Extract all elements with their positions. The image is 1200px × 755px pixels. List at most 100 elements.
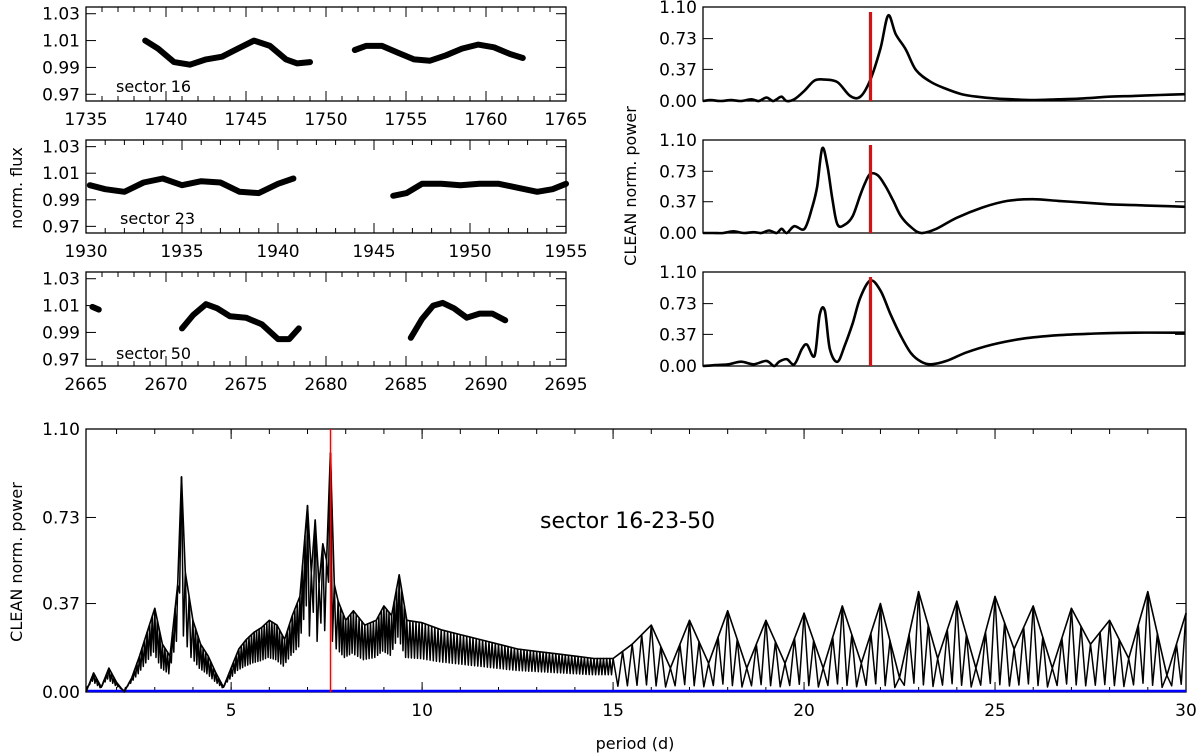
flux-point (440, 300, 446, 306)
power-spectrum-oscillation (260, 620, 271, 661)
flux-point (102, 186, 108, 192)
power-spectrum-oscillation (841, 605, 863, 688)
power-spectrum-oscillation (291, 596, 301, 654)
y-tick-label: 0.97 (42, 85, 80, 105)
power-spectrum-oscillation (333, 584, 339, 650)
light-curve-panel-sector-16: 0.97 0.99 1.01 1.03 1735 1740 1745 1750 1755 1760… (42, 5, 587, 130)
flux-point (87, 182, 93, 188)
power-spectrum-oscillation (726, 610, 748, 688)
flux-point (404, 190, 410, 196)
flux-point (142, 38, 148, 44)
x-tick-label: 30 (1175, 701, 1197, 721)
power-spectrum-oscillation (1032, 605, 1054, 688)
flux-point (190, 312, 196, 318)
flux-point (459, 46, 465, 52)
flux-point (430, 303, 436, 309)
power-spectrum-line (703, 146, 1186, 235)
power-spectrum-oscillation (860, 603, 882, 687)
power-spectrum-oscillation (85, 672, 95, 693)
power-spectrum-oscillation (406, 620, 423, 660)
y-tick-label: 0.97 (42, 350, 80, 370)
power-spectrum-oscillation (1013, 605, 1034, 686)
power-spectrum-oscillation (364, 620, 378, 660)
power-spectrum-oscillation (803, 613, 824, 688)
y-tick-label: 0.73 (659, 162, 697, 182)
x-tick-label: 1755 (384, 110, 427, 130)
y-tick-label: 0.00 (659, 224, 697, 244)
power-spectrum-oscillation (325, 452, 332, 583)
power-spectrum-oscillation (650, 625, 672, 688)
power-spectrum-oscillation (398, 574, 408, 659)
y-tick-label: 0.00 (42, 683, 80, 703)
flux-point (198, 178, 204, 184)
flux-point (267, 43, 273, 49)
flux-point (477, 311, 483, 317)
power-spectrum-line (702, 14, 1186, 103)
power-spectrum-oscillation (180, 476, 187, 637)
power-spectrum-oscillation (975, 596, 996, 686)
flux-point (171, 59, 177, 65)
power-spectrum-oscillation (1051, 608, 1073, 687)
power-spectrum-oscillation (299, 505, 309, 634)
flux-point (534, 189, 540, 195)
x-tick-label: 1935 (160, 242, 203, 262)
flux-series (407, 299, 509, 341)
power-spectrum-oscillation (1089, 620, 1111, 686)
power-spectrum-panel-sector-50: 0.00 0.37 0.73 1.10 (659, 263, 1186, 377)
x-tick-label: 2685 (384, 375, 427, 395)
power-spectrum-oscillation (879, 603, 901, 689)
flux-point (390, 193, 396, 199)
power-spectrum-oscillation (207, 656, 217, 682)
x-tick-label: 1955 (544, 242, 587, 262)
power-spectrum-oscillation (1108, 620, 1130, 688)
x-tick-label: 1745 (224, 110, 267, 130)
y-tick-label: 0.37 (659, 193, 697, 213)
flux-point (155, 46, 161, 52)
flux-point (237, 189, 243, 195)
flux-point (520, 55, 526, 61)
flux-point (275, 336, 281, 342)
power-spectrum-oscillation (337, 601, 347, 659)
power-spectrum-oscillation (283, 615, 294, 664)
flux-point (395, 50, 401, 56)
power-spectrum-oscillation (459, 634, 481, 667)
power-spectrum-oscillation (222, 668, 232, 688)
power-spectrum-oscillation (138, 632, 148, 671)
flux-point (256, 190, 262, 196)
power-spectrum-oscillation (383, 605, 393, 657)
flux-point (438, 181, 444, 187)
light-curve-panel-sector-50: 0.97 0.99 1.01 1.03 2665 2670 2675 2680 2685 2690… (42, 270, 587, 395)
flux-point (203, 301, 209, 307)
power-spectrum-oscillation (169, 584, 179, 664)
sector-annotation: sector 23 (120, 209, 195, 228)
power-spectrum-oscillation (574, 655, 595, 676)
power-spectrum-oscillation (1147, 591, 1168, 689)
plot-frame (702, 6, 1186, 102)
power-spectrum-oscillation (176, 476, 183, 594)
power-spectrum-oscillation (555, 653, 576, 675)
y-tick-label: 1.10 (42, 420, 80, 440)
flux-point (352, 47, 358, 53)
x-tick-label: 1945 (352, 242, 395, 262)
x-tick-label: 1940 (256, 242, 299, 262)
power-spectrum-oscillation (956, 601, 977, 688)
flux-point (379, 43, 385, 49)
power-spectrum-oscillation (1166, 613, 1187, 687)
y-tick-label: 0.97 (42, 217, 80, 237)
power-spectrum-oscillation (306, 505, 313, 637)
x-tick-label: 2665 (64, 375, 107, 395)
power-spectrum-oscillation (238, 639, 248, 670)
right-y-axis-title: CLEAN norm. power (621, 106, 640, 266)
flux-point (451, 305, 457, 311)
power-spectrum-oscillation (1070, 608, 1092, 687)
x-tick-label: 1950 (448, 242, 491, 262)
flux-point (251, 38, 257, 44)
power-spectrum-oscillation (123, 677, 133, 693)
x-tick-label: 20 (793, 701, 815, 721)
power-spectrum-oscillation (215, 672, 224, 689)
power-spectrum-panel-sector-23: 0.00 0.37 0.73 1.10 (659, 131, 1186, 244)
y-tick-label: 1.10 (659, 0, 697, 18)
x-tick-label: 1750 (304, 110, 347, 130)
power-spectrum-oscillation (245, 632, 255, 666)
power-spectrum-oscillation (184, 572, 190, 648)
